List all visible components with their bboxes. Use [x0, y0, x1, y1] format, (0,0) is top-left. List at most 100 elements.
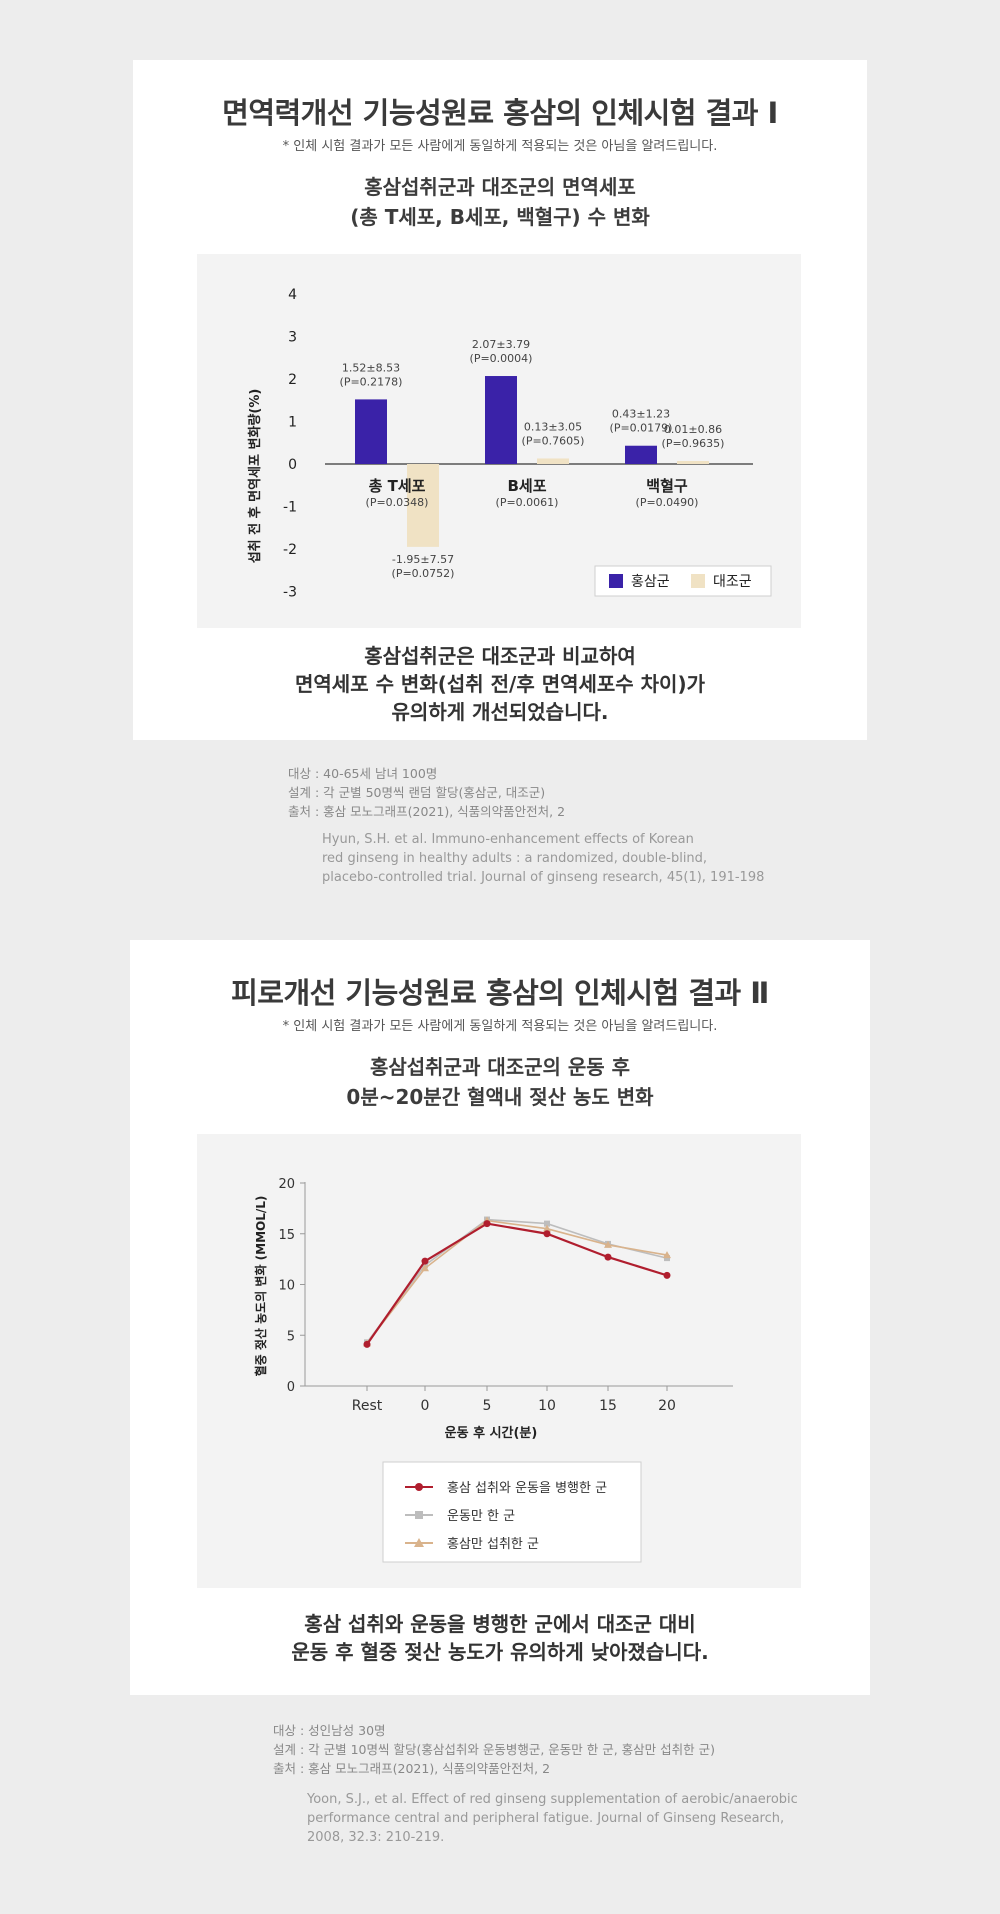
section1-subtitle: 홍삼섭취군과 대조군의 면역세포 (총 T세포, B세포, 백혈구) 수 변화 [133, 172, 867, 232]
reference-line: 2008, 32.3: 210-219. [307, 1830, 445, 1845]
data-label: 2.07±3.79 [472, 338, 530, 351]
data-point [604, 1253, 612, 1261]
data-label: 0.13±3.05 [524, 420, 582, 433]
x-tick-label: 0 [421, 1398, 430, 1414]
section2-conclusion: 홍삼 섭취와 운동을 병행한 군에서 대조군 대비 운동 후 혈중 젖산 농도가… [130, 1610, 870, 1666]
reference-line: red ginseng in healthy adults : a random… [322, 851, 708, 866]
fatigue-result-card: 피로개선 기능성원료 홍삼의 인체시험 결과 Ⅱ * 인체 시험 결과가 모든 … [130, 940, 870, 1695]
category-label: 총 T세포 [369, 477, 426, 495]
y-tick-label: 0 [287, 1380, 295, 1395]
bar-ginseng [355, 399, 387, 464]
category-label: B세포 [507, 477, 546, 495]
data-label: 0.43±1.23 [612, 408, 670, 421]
section2-subtitle: 홍삼섭취군과 대조군의 운동 후 0분~20분간 혈액내 젖산 농도 변화 [130, 1052, 870, 1112]
data-pvalue: (P=0.0004) [470, 352, 533, 365]
conclusion-line: 유의하게 개선되었습니다. [391, 700, 609, 724]
legend-swatch [691, 574, 705, 588]
section1-title: 면역력개선 기능성원료 홍삼의 인체시험 결과 Ⅰ [222, 96, 778, 130]
category-pvalue: (P=0.0348) [366, 496, 429, 509]
data-point [363, 1340, 371, 1348]
data-label: -1.95±7.57 [392, 553, 454, 566]
data-pvalue: (P=0.9635) [662, 437, 725, 450]
x-tick-label: 10 [538, 1398, 556, 1414]
data-point [663, 1271, 671, 1279]
reference-line: Hyun, S.H. et al. Immuno-enhancement eff… [322, 832, 694, 847]
y-tick-label: -3 [283, 585, 297, 601]
subtitle-line: 홍삼섭취군과 대조군의 면역세포 [364, 175, 636, 199]
data-pvalue: (P=0.7605) [522, 434, 585, 447]
category-pvalue: (P=0.0490) [636, 496, 699, 509]
conclusion-line: 홍삼 섭취와 운동을 병행한 군에서 대조군 대비 [304, 1612, 696, 1636]
y-tick-label: 4 [288, 287, 297, 303]
study-subject: 대상 : 성인남성 30명 [273, 1723, 386, 1738]
data-pvalue: (P=0.0752) [392, 567, 455, 580]
y-tick-label: 15 [278, 1228, 295, 1243]
y-tick-label: 5 [287, 1329, 295, 1344]
data-pvalue: (P=0.2178) [340, 375, 403, 388]
section1-notice: * 인체 시험 결과가 모든 사람에게 동일하게 적용되는 것은 아님을 알려드… [282, 139, 718, 154]
conclusion-line: 홍삼섭취군은 대조군과 비교하여 [364, 644, 636, 668]
y-tick-label: -2 [283, 542, 297, 558]
bar-control [537, 458, 569, 464]
data-point [663, 1251, 671, 1259]
legend-label: 홍삼만 섭취한 군 [447, 1537, 539, 1552]
data-point [544, 1220, 550, 1227]
data-point [604, 1240, 612, 1248]
bar-ginseng [625, 445, 657, 464]
x-tick-label: 5 [483, 1398, 492, 1414]
y-tick-label: -1 [283, 500, 297, 516]
study-design: 설계 : 각 군별 10명씩 할당(홍삼섭취와 운동병행군, 운동만 한 군, … [273, 1742, 715, 1757]
bar-chart-panel: 4 3 2 1 0 -1 -2 -3 섭취 전 후 면역세포 변화량(%) 1.52±8.53 (P… [197, 254, 801, 628]
study-source: 출처 : 홍삼 모노그래프(2021), 식품의약품안전처, 2 [288, 804, 566, 819]
data-point [543, 1230, 551, 1238]
section2-notice: * 인체 시험 결과가 모든 사람에게 동일하게 적용되는 것은 아님을 알려드… [282, 1019, 718, 1034]
legend-box [594, 565, 772, 597]
legend-swatch [609, 574, 623, 588]
reference-line: Yoon, S.J., et al. Effect of red ginseng… [307, 1792, 798, 1807]
data-point [483, 1220, 491, 1228]
x-tick-label: 20 [658, 1398, 676, 1414]
conclusion-line: 면역세포 수 변화(섭취 전/후 면역세포수 차이)가 [295, 672, 705, 696]
subtitle-line: 0분~20분간 혈액내 젖산 농도 변화 [346, 1085, 654, 1109]
legend-marker [415, 1483, 423, 1491]
legend-label: 대조군 [713, 574, 752, 590]
x-tick-label: Rest [352, 1398, 383, 1414]
study-source: 출처 : 홍삼 모노그래프(2021), 식품의약품안전처, 2 [273, 1761, 551, 1776]
legend-label: 홍삼군 [631, 574, 670, 590]
section2-study-info: 대상 : 성인남성 30명 설계 : 각 군별 10명씩 할당(홍삼섭취와 운동… [273, 1721, 715, 1778]
bar-control [677, 461, 709, 464]
data-pvalue: (P=0.0179) [610, 422, 673, 435]
line-chart: 0 5 10 15 20 Rest 0 5 10 15 20 운동 후 시간(분) 혈중 젖산 농도의 … [253, 1177, 733, 1563]
study-design: 설계 : 각 군별 50명씩 랜덤 할당(홍삼군, 대조군) [288, 785, 546, 800]
section2-reference: Yoon, S.J., et al. Effect of red ginseng… [307, 1790, 798, 1847]
immune-result-card: 면역력개선 기능성원료 홍삼의 인체시험 결과 Ⅰ * 인체 시험 결과가 모든… [133, 60, 867, 740]
data-point [421, 1264, 429, 1272]
data-label: 0.01±0.86 [664, 423, 722, 436]
subtitle-line: (총 T세포, B세포, 백혈구) 수 변화 [350, 205, 650, 229]
bar-control [407, 464, 439, 547]
subtitle-line: 홍삼섭취군과 대조군의 운동 후 [369, 1055, 631, 1079]
section2-title: 피로개선 기능성원료 홍삼의 인체시험 결과 Ⅱ [231, 976, 769, 1010]
legend-box [382, 1461, 642, 1563]
y-tick-label: 10 [278, 1279, 295, 1294]
category-label: 백혈구 [646, 477, 688, 495]
y-axis-title: 섭취 전 후 면역세포 변화량(%) [247, 389, 263, 564]
reference-line: placebo-controlled trial. Journal of gin… [322, 870, 765, 885]
data-label: 1.52±8.53 [342, 361, 400, 374]
reference-line: performance central and peripheral fatig… [307, 1811, 785, 1826]
line-chart-panel: 0 5 10 15 20 Rest 0 5 10 15 20 운동 후 시간(분) 혈중 젖산 농도의 … [197, 1134, 801, 1588]
legend-marker [414, 1538, 424, 1547]
study-subject: 대상 : 40-65세 남녀 100명 [288, 766, 438, 781]
series-line [366, 1222, 668, 1346]
legend-marker [415, 1511, 423, 1519]
legend-label: 홍삼 섭취와 운동을 병행한 군 [447, 1480, 607, 1496]
y-tick-label: 20 [278, 1177, 295, 1192]
section1-study-info: 대상 : 40-65세 남녀 100명 설계 : 각 군별 50명씩 랜덤 할당… [288, 764, 565, 821]
section1-conclusion: 홍삼섭취군은 대조군과 비교하여 면역세포 수 변화(섭취 전/후 면역세포수 … [133, 642, 867, 726]
data-point [664, 1255, 670, 1262]
series-line [366, 1219, 668, 1344]
bar-ginseng [485, 376, 517, 464]
data-point [543, 1224, 551, 1232]
x-tick-label: 15 [599, 1398, 617, 1414]
